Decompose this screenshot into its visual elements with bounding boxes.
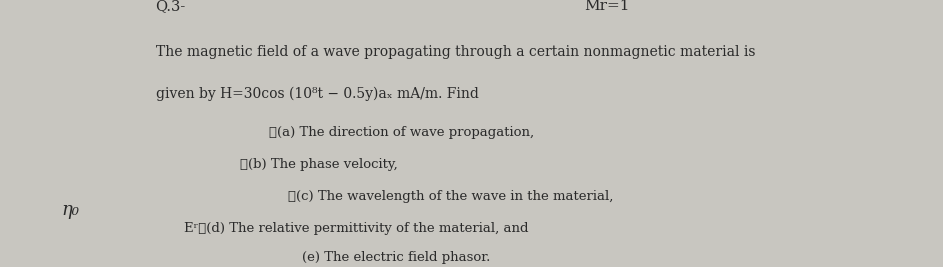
Text: given by H=30cos (10⁸t − 0.5y)aₓ mA/m. Find: given by H=30cos (10⁸t − 0.5y)aₓ mA/m. F… (156, 87, 478, 101)
Text: ✓(a) The direction of wave propagation,: ✓(a) The direction of wave propagation, (269, 126, 534, 139)
Text: Eʳ✓(d) The relative permittivity of the material, and: Eʳ✓(d) The relative permittivity of the … (184, 222, 528, 235)
Text: Mr=1: Mr=1 (585, 0, 630, 13)
Text: The magnetic field of a wave propagating through a certain nonmagnetic material : The magnetic field of a wave propagating… (156, 45, 755, 59)
Text: ✓(b) The phase velocity,: ✓(b) The phase velocity, (240, 158, 398, 171)
Text: η₀: η₀ (61, 201, 80, 219)
Text: Q.3-: Q.3- (156, 0, 186, 13)
Text: ✓(c) The wavelength of the wave in the material,: ✓(c) The wavelength of the wave in the m… (288, 190, 613, 203)
Text: (e) The electric field phasor.: (e) The electric field phasor. (302, 251, 490, 264)
